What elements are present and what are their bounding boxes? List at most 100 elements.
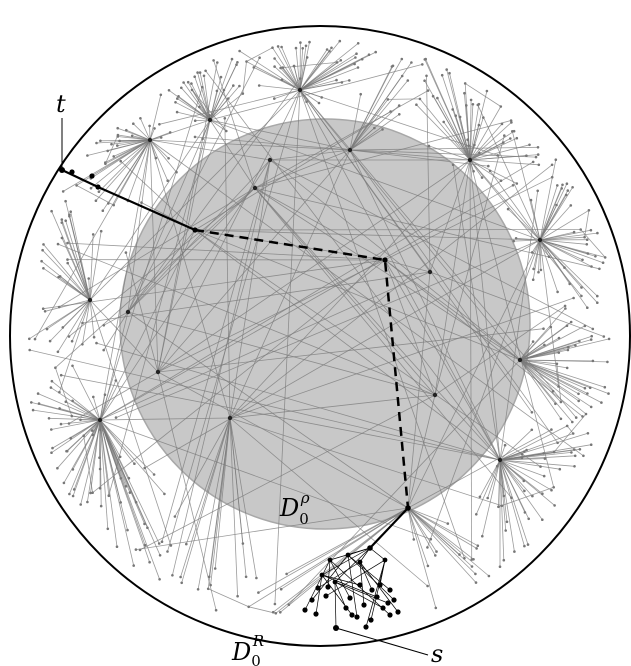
graph-node (160, 540, 164, 543)
graph-node (454, 114, 458, 117)
graph-edge (205, 70, 501, 461)
graph-node (97, 190, 101, 193)
graph-node (586, 306, 589, 310)
graph-node (445, 68, 449, 71)
graph-node (70, 339, 74, 343)
graph-node (355, 52, 358, 55)
s-cluster-node (363, 624, 369, 630)
graph-edge (384, 259, 431, 273)
graph-node (37, 402, 41, 405)
graph-node (60, 221, 64, 224)
graph-node (603, 385, 607, 389)
graph-node (298, 77, 302, 80)
graph-node (273, 65, 276, 68)
graph-node (304, 44, 308, 48)
graph-node (154, 156, 158, 160)
graph-edge (499, 459, 508, 522)
graph-node (442, 120, 446, 124)
graph-node (235, 63, 238, 66)
graph-edge (149, 139, 351, 151)
graph-node (70, 414, 74, 418)
graph-node (569, 204, 573, 207)
graph-node (236, 594, 239, 598)
graph-edge (539, 205, 572, 241)
graph-node (446, 522, 450, 525)
graph-node (216, 61, 219, 64)
graph-node (196, 71, 199, 74)
path-solid-segment-to-s (369, 507, 409, 549)
graph-edge (407, 507, 477, 583)
graph-node (353, 62, 356, 66)
graph-node (559, 417, 563, 421)
graph-node (140, 201, 143, 204)
s-cluster-node (377, 582, 383, 588)
graph-node (102, 324, 106, 327)
graph-node (98, 456, 101, 460)
s-cluster-edge (347, 554, 395, 601)
graph-edge (209, 119, 351, 151)
graph-node (258, 56, 261, 59)
graph-node (255, 576, 258, 580)
graph-node (550, 428, 553, 431)
graph-node (591, 359, 595, 363)
graph-node (425, 74, 428, 78)
graph-edge (107, 139, 151, 152)
graph-node (119, 159, 122, 163)
graph-node (588, 386, 592, 390)
graph-edge (33, 409, 101, 421)
graph-edge (203, 75, 211, 121)
graph-edge (157, 119, 211, 373)
graph-node (193, 119, 197, 122)
graph-node (542, 474, 546, 478)
graph-edge (437, 97, 471, 161)
graph-node (556, 184, 559, 187)
graph-node (471, 103, 475, 106)
graph-node (67, 422, 71, 425)
graph-edge (428, 145, 471, 161)
graph-edge (531, 239, 541, 253)
graph-node (279, 587, 283, 591)
graph-edge (539, 231, 575, 241)
outer-disk-label-sub: 0 (251, 652, 261, 666)
graph-node (276, 45, 280, 48)
graph-node (582, 454, 585, 458)
s-cluster-edge (334, 581, 389, 604)
graph-node (564, 193, 568, 197)
graph-node (91, 433, 95, 437)
graph-node (179, 575, 182, 579)
graph-edge (519, 359, 579, 402)
graph-node (506, 207, 510, 211)
graph-node (536, 189, 539, 193)
graph-edge (429, 271, 604, 337)
graph-edge (43, 259, 386, 310)
graph-node (230, 57, 234, 61)
graph-edge (519, 352, 559, 361)
graph-edge (103, 311, 129, 351)
graph-edge (194, 229, 541, 467)
graph-node (478, 151, 481, 155)
graph-node (91, 491, 94, 495)
graph-edge (349, 58, 403, 151)
graph-edge (51, 419, 101, 430)
graph-edge (51, 380, 101, 421)
graph-node (116, 133, 120, 137)
s-cluster-node (385, 600, 391, 606)
outer-disk-label: D0 R (231, 632, 264, 666)
graph-node (99, 504, 103, 508)
graph-node (163, 492, 166, 496)
graph-edge (82, 271, 431, 324)
graph-node (56, 350, 60, 354)
graph-node (458, 115, 462, 119)
graph-edge (90, 139, 151, 189)
graph-edge (519, 359, 602, 403)
graph-edge (92, 396, 101, 421)
graph-edge (99, 87, 203, 421)
graph-edge (59, 408, 101, 421)
s-cluster-edge (334, 547, 371, 583)
graph-node (577, 399, 580, 403)
graph-edge (499, 459, 526, 513)
graph-edge (464, 83, 502, 107)
graph-edge (499, 459, 560, 470)
graph-node (59, 422, 63, 426)
graph-node (601, 261, 605, 265)
